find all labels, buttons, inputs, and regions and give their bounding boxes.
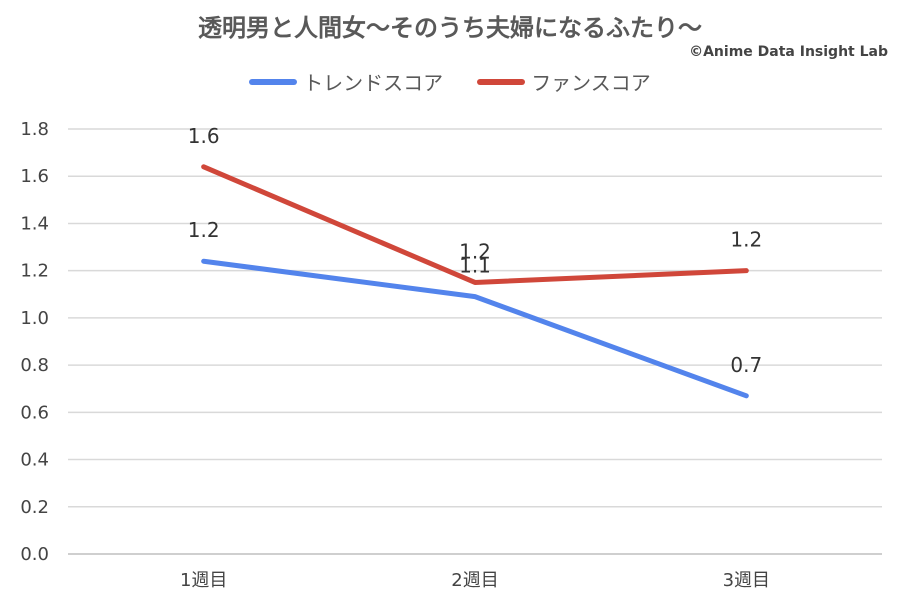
- legend-swatch-fan: [477, 78, 526, 85]
- y-tick-label: 1.2: [20, 261, 49, 282]
- x-tick-label: 2週目: [451, 570, 498, 591]
- y-tick-label: 0.4: [20, 450, 49, 471]
- y-tick-label: 1.6: [20, 166, 49, 187]
- data-label: 1.2: [459, 239, 491, 263]
- series-line-1: [201, 164, 749, 285]
- legend-item-fan: ファンスコア: [477, 67, 651, 96]
- legend-item-trend: トレンドスコア: [249, 67, 443, 96]
- y-tick-label: 1.4: [20, 213, 49, 234]
- data-label: 1.2: [188, 218, 220, 242]
- data-label: 1.6: [188, 124, 220, 148]
- x-tick-label: 3週目: [723, 570, 770, 591]
- legend-label-fan: ファンスコア: [531, 71, 651, 95]
- y-tick-label: 0.6: [20, 402, 49, 423]
- x-tick-label: 1週目: [180, 570, 227, 591]
- chart-legend: トレンドスコア ファンスコア: [0, 67, 900, 96]
- y-tick-label: 0.0: [20, 544, 49, 565]
- data-label: 1.2: [730, 228, 762, 252]
- y-tick-label: 1.0: [20, 308, 49, 329]
- y-tick-label: 1.8: [20, 119, 49, 140]
- data-label: 1.1: [459, 254, 491, 278]
- legend-label-trend: トレンドスコア: [303, 71, 444, 95]
- legend-swatch-trend: [249, 78, 298, 85]
- chart-title: 透明男と人間女〜そのうち夫婦になるふたり〜: [198, 14, 702, 42]
- data-label: 0.7: [730, 353, 762, 377]
- y-tick-label: 0.8: [20, 355, 49, 376]
- credit-text: ©Anime Data Insight Lab: [689, 44, 888, 60]
- series-line-0: [201, 258, 749, 399]
- y-tick-label: 0.2: [20, 497, 49, 518]
